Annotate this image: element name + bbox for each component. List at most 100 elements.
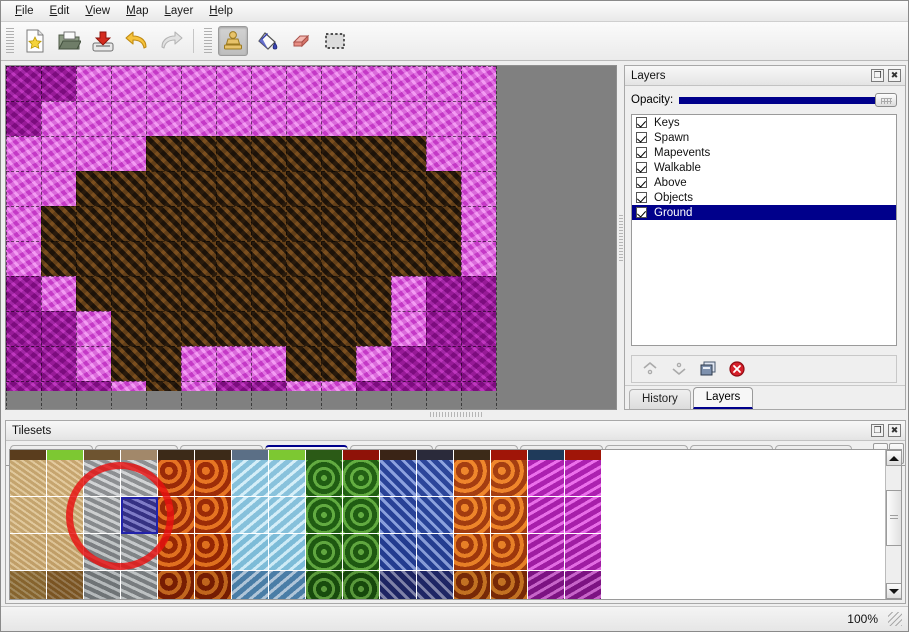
map-tile[interactable] (461, 171, 496, 206)
tileset-cell[interactable] (158, 571, 195, 599)
map-tile[interactable] (426, 101, 461, 136)
map-tile[interactable] (6, 311, 41, 346)
map-tile[interactable] (76, 381, 111, 391)
tileset-edge-strip[interactable] (380, 450, 417, 460)
map-tile[interactable] (111, 311, 146, 346)
map-tile[interactable] (321, 136, 356, 171)
tileset-cell[interactable] (454, 571, 491, 599)
resize-grip[interactable] (888, 612, 902, 626)
map-tile[interactable] (41, 381, 76, 391)
tileset-cell[interactable] (565, 497, 602, 534)
map-tile[interactable] (426, 381, 461, 391)
map-tile[interactable] (76, 101, 111, 136)
map-tile[interactable] (41, 241, 76, 276)
map-tile[interactable] (251, 206, 286, 241)
tileset-cell[interactable] (343, 460, 380, 497)
tileset-cell[interactable] (10, 497, 47, 534)
tileset-cell[interactable] (84, 497, 121, 534)
dock-tab-layers[interactable]: Layers (692, 387, 754, 409)
map-tile[interactable] (181, 346, 216, 381)
map-tile[interactable] (6, 346, 41, 381)
undo-icon[interactable] (122, 26, 152, 56)
map-canvas-dock[interactable] (5, 65, 617, 410)
tileset-cell[interactable] (380, 460, 417, 497)
map-tile[interactable] (391, 171, 426, 206)
map-tile[interactable] (426, 276, 461, 311)
tileset-cell[interactable] (10, 460, 47, 497)
map-tile[interactable] (356, 276, 391, 311)
map-tile[interactable] (356, 206, 391, 241)
map-tile[interactable] (391, 101, 426, 136)
menu-item-help[interactable]: Help (209, 5, 233, 17)
map-tile[interactable] (216, 276, 251, 311)
map-tile[interactable] (391, 241, 426, 276)
map-tile[interactable] (146, 276, 181, 311)
map-tile[interactable] (251, 241, 286, 276)
map-tile[interactable] (216, 101, 251, 136)
map-tile[interactable] (111, 66, 146, 101)
map-tile[interactable] (6, 241, 41, 276)
tileset-cell[interactable] (10, 534, 47, 571)
map-tile[interactable] (426, 241, 461, 276)
map-tile[interactable] (146, 171, 181, 206)
map-tile[interactable] (391, 276, 426, 311)
map-tile[interactable] (461, 311, 496, 346)
close-tilesets-icon[interactable]: ✖ (888, 424, 901, 437)
tileset-vertical-scrollbar[interactable] (885, 450, 901, 599)
map-tile[interactable] (426, 311, 461, 346)
map-tile[interactable] (111, 136, 146, 171)
map-tile[interactable] (426, 346, 461, 381)
tileset-cell[interactable] (528, 571, 565, 599)
map-tile[interactable] (6, 171, 41, 206)
map-tile[interactable] (41, 101, 76, 136)
tileset-cell[interactable] (454, 460, 491, 497)
tileset-edge-strip[interactable] (454, 450, 491, 460)
layer-visibility-checkbox[interactable] (636, 177, 647, 188)
tileset-cell[interactable] (232, 460, 269, 497)
scrollbar-thumb[interactable] (886, 490, 901, 546)
map-tile[interactable] (251, 101, 286, 136)
map-tile[interactable] (321, 276, 356, 311)
tileset-edge-strip[interactable] (269, 450, 306, 460)
map-tile[interactable] (391, 136, 426, 171)
select-tool-icon[interactable] (320, 26, 350, 56)
map-tile[interactable] (111, 381, 146, 391)
vertical-splitter[interactable] (618, 65, 624, 410)
map-tile[interactable] (426, 206, 461, 241)
map-tile[interactable] (216, 206, 251, 241)
tileset-cell[interactable] (158, 460, 195, 497)
map-tile[interactable] (391, 381, 426, 391)
map-tile[interactable] (41, 66, 76, 101)
tileset-edge-strip[interactable] (158, 450, 195, 460)
map-tile[interactable] (426, 136, 461, 171)
tileset-cell[interactable] (417, 460, 454, 497)
map-tile[interactable] (181, 311, 216, 346)
tileset-cell[interactable] (306, 534, 343, 571)
tileset-cell[interactable] (528, 534, 565, 571)
map-tile[interactable] (356, 311, 391, 346)
map-tile[interactable] (426, 66, 461, 101)
tileset-cell[interactable] (269, 571, 306, 599)
map-tile[interactable] (6, 276, 41, 311)
redo-icon[interactable] (156, 26, 186, 56)
map-tile[interactable] (181, 276, 216, 311)
tileset-cell[interactable] (269, 460, 306, 497)
horizontal-splitter[interactable] (5, 410, 617, 418)
scroll-down-button[interactable] (886, 583, 901, 599)
map-tile[interactable] (6, 381, 41, 391)
map-tile[interactable] (216, 381, 251, 391)
layer-row[interactable]: Ground (632, 205, 896, 220)
tileset-cell[interactable] (380, 497, 417, 534)
map-tile[interactable] (356, 171, 391, 206)
open-file-icon[interactable] (54, 26, 84, 56)
tileset-cell[interactable] (343, 534, 380, 571)
layer-row[interactable]: Keys (632, 115, 896, 130)
tileset-edge-strip[interactable] (47, 450, 84, 460)
tileset-cell[interactable] (491, 534, 528, 571)
tileset-cell[interactable] (47, 460, 84, 497)
map-tile[interactable] (461, 346, 496, 381)
map-tile[interactable] (461, 276, 496, 311)
tileset-cell[interactable] (343, 571, 380, 599)
eraser-tool-icon[interactable] (286, 26, 316, 56)
map-tile[interactable] (286, 241, 321, 276)
